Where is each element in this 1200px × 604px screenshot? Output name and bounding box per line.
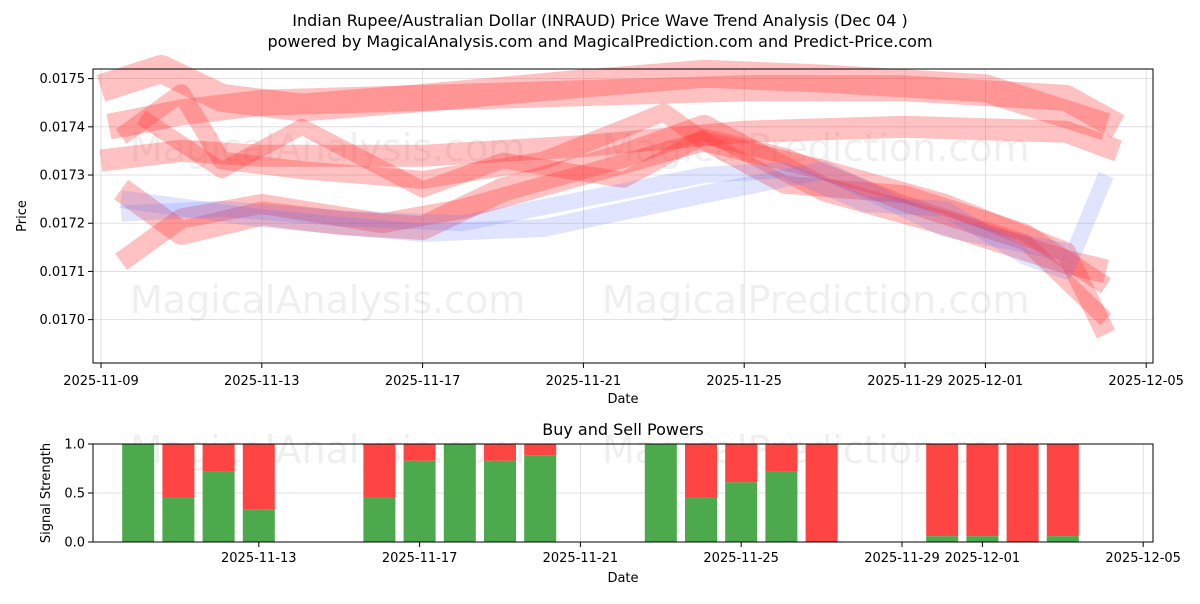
bottom-ytick-label: 0.0 (64, 536, 85, 551)
wave-band-wave-red-2 (99, 115, 1122, 172)
bottom-ytick-label: 1.0 (64, 438, 85, 453)
bottom-xtick-label: 2025-12-05 (1105, 551, 1181, 566)
wave-band-wave-blue-2 (119, 161, 1068, 261)
buy-bar-2025-11-23 (644, 444, 677, 542)
buy-bar-2025-11-19 (484, 460, 516, 542)
top-xtick-label: 2025-11-25 (706, 374, 782, 389)
bottom-x-axis: 2025-11-13 2025-11-17 2025-11-21 2025-11-25… (221, 542, 1181, 566)
sell-bar-2025-11-11 (162, 444, 195, 498)
top-ytick-label: 0.0174 (40, 120, 86, 135)
buy-sell-panel: Buy and Sell Powers MagicalAnalysis.com … (39, 420, 1181, 586)
sell-bar-2025-11-24 (685, 444, 717, 498)
sell-bar-2025-12-01 (966, 444, 999, 537)
top-ytick-label: 0.0170 (40, 313, 86, 328)
top-xtick-label: 2025-11-09 (63, 374, 139, 389)
top-x-axis: 2025-11-09 2025-11-13 2025-11-17 2025-11-21… (63, 363, 1184, 389)
buy-bar-2025-11-26 (765, 471, 798, 542)
wave-band-wave-red-7 (114, 114, 1109, 284)
top-xtick-label: 2025-12-05 (1108, 374, 1184, 389)
sell-bar-2025-11-12 (202, 444, 235, 472)
sell-bar-2025-11-27 (805, 444, 838, 542)
buy-bar-2025-11-10 (122, 444, 155, 542)
bottom-chart-title: Buy and Sell Powers (542, 420, 704, 439)
top-xtick-label: 2025-12-01 (948, 374, 1024, 389)
buy-bar-2025-11-25 (725, 482, 758, 542)
top-ytick-label: 0.0172 (40, 217, 86, 232)
price-wave-panel: MagicalAnalysis.com MagicalPrediction.co… (15, 55, 1184, 407)
wave-band-wave-red-1 (106, 75, 1125, 140)
bottom-xtick-label: 2025-11-21 (543, 551, 619, 566)
buy-bar-2025-11-18 (443, 444, 476, 542)
wave-band-wave-red-6 (136, 110, 1112, 326)
buy-bar-2025-11-11 (162, 497, 195, 542)
top-xtick-label: 2025-11-21 (546, 374, 622, 389)
wave-band-wave-red-5 (115, 131, 1115, 339)
top-y-axis: 0.0170 0.0171 0.0172 0.0173 0.0174 0.0175 (40, 72, 93, 328)
bottom-ytick-label: 0.5 (64, 487, 85, 502)
watermark-analysis-mid: MagicalAnalysis.com (130, 278, 525, 322)
wave-band-wave-red-3 (96, 55, 1111, 141)
top-x-axis-label: Date (607, 392, 638, 407)
bottom-x-axis-label: Date (607, 571, 638, 586)
watermark-prediction-mid: MagicalPrediction.com (602, 278, 1030, 322)
sell-bar-2025-12-03 (1046, 444, 1079, 537)
top-xtick-label: 2025-11-13 (224, 374, 300, 389)
top-ytick-label: 0.0175 (40, 72, 86, 87)
top-ytick-label: 0.0171 (40, 265, 86, 280)
bottom-xtick-label: 2025-11-17 (382, 551, 458, 566)
sell-bar-2025-11-25 (725, 444, 758, 483)
watermark-prediction-top: MagicalPrediction.com (602, 126, 1030, 170)
top-ytick-label: 0.0173 (40, 169, 86, 184)
buy-bar-2025-12-03 (1046, 536, 1079, 542)
wave-bands (96, 55, 1125, 339)
top-xtick-label: 2025-11-29 (867, 374, 943, 389)
bottom-xtick-label: 2025-11-29 (864, 551, 940, 566)
buy-bar-2025-11-20 (524, 455, 557, 542)
sell-bar-2025-11-13 (242, 444, 275, 510)
bottom-xtick-label: 2025-12-01 (945, 551, 1021, 566)
wave-band-wave-blue-1 (120, 162, 1114, 280)
sell-bar-2025-11-17 (403, 444, 436, 461)
sell-bar-2025-11-30 (926, 444, 959, 537)
watermark-analysis-top: MagicalAnalysis.com (130, 126, 525, 170)
bottom-y-axis-label: Signal Strength (39, 443, 54, 543)
chart-title-line1: Indian Rupee/Australian Dollar (INRAUD) … (292, 11, 907, 30)
chart-title-line2: powered by MagicalAnalysis.com and Magic… (267, 32, 932, 51)
bottom-xtick-label: 2025-11-25 (703, 551, 779, 566)
bottom-y-axis: 0.0 0.5 1.0 (64, 438, 93, 551)
wave-band-wave-red-4 (115, 84, 1111, 294)
top-xtick-label: 2025-11-17 (385, 374, 461, 389)
buy-bar-2025-12-01 (966, 536, 999, 542)
buy-bar-2025-11-13 (242, 509, 275, 542)
buy-bar-2025-11-16 (363, 497, 396, 542)
buy-bar-2025-11-12 (202, 471, 235, 542)
buy-bar-2025-11-17 (403, 460, 436, 542)
sell-bar-2025-12-02 (1006, 444, 1039, 542)
buy-bar-2025-11-30 (926, 536, 959, 542)
buy-bar-2025-11-24 (685, 497, 717, 542)
bottom-xtick-label: 2025-11-13 (221, 551, 297, 566)
sell-bar-2025-11-26 (765, 444, 798, 472)
top-plot-frame (92, 68, 1154, 364)
sell-bar-2025-11-19 (484, 444, 516, 461)
sell-bar-2025-11-20 (524, 444, 557, 456)
top-grid (93, 69, 1153, 363)
signal-bars (122, 444, 1079, 542)
sell-bar-2025-11-16 (363, 444, 396, 498)
top-y-axis-label: Price (15, 200, 30, 232)
